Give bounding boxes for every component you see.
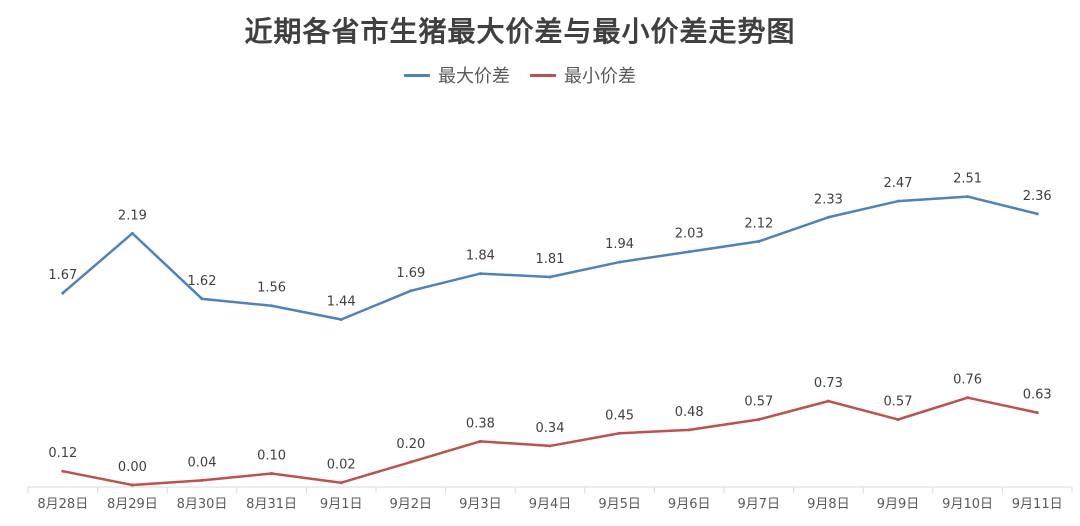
data-label: 2.19 (118, 208, 147, 223)
data-label: 0.48 (675, 405, 704, 420)
data-point (478, 272, 482, 276)
x-tick-label: 8月30日 (177, 497, 228, 512)
chart-title: 近期各省市生猪最大价差与最小价差走势图 (244, 15, 796, 48)
legend: 最大价差 最小价差 (0, 62, 1040, 88)
x-tick-label: 9月4日 (529, 497, 572, 512)
data-point (270, 304, 274, 308)
x-tick-label: 8月31日 (246, 497, 297, 512)
data-point (409, 289, 413, 293)
data-point (966, 396, 970, 400)
data-point (409, 460, 413, 464)
data-label: 0.76 (953, 373, 982, 388)
data-point (270, 472, 274, 476)
data-point (618, 260, 622, 264)
x-tick-label: 9月9日 (877, 497, 920, 512)
data-point (130, 231, 134, 235)
data-point (618, 431, 622, 435)
data-label: 2.12 (744, 216, 773, 231)
data-label: 0.04 (188, 455, 217, 470)
data-label: 0.57 (744, 395, 773, 410)
data-point (966, 195, 970, 199)
data-label: 2.51 (953, 172, 982, 187)
data-point (687, 428, 691, 432)
data-label: 1.67 (48, 268, 77, 283)
x-tick-label: 8月28日 (37, 497, 88, 512)
data-label: 0.02 (327, 458, 356, 473)
data-label: 2.36 (1023, 189, 1052, 204)
legend-swatch-max (404, 73, 430, 77)
data-point (548, 275, 552, 279)
data-point (200, 297, 204, 301)
x-tick-label: 9月11日 (1012, 497, 1063, 512)
data-point (757, 418, 761, 422)
data-label: 0.34 (536, 421, 565, 436)
data-point (339, 318, 343, 322)
data-point (1035, 411, 1039, 415)
data-point (687, 250, 691, 254)
data-label: 0.00 (118, 460, 147, 475)
data-point (1035, 212, 1039, 216)
data-label: 1.81 (536, 252, 565, 267)
x-tick-label: 8月29日 (107, 497, 158, 512)
data-point (200, 478, 204, 482)
data-label: 1.94 (605, 237, 634, 252)
legend-swatch-min (530, 73, 556, 77)
data-label: 0.63 (1023, 388, 1052, 403)
data-point (548, 444, 552, 448)
x-tick-label: 9月3日 (459, 497, 502, 512)
legend-label-min: 最小价差 (564, 66, 636, 87)
data-label: 0.38 (466, 416, 495, 431)
data-point (826, 215, 830, 219)
data-point (896, 418, 900, 422)
data-point (826, 399, 830, 403)
data-label: 1.69 (396, 266, 425, 281)
data-label: 2.33 (814, 192, 843, 207)
data-label: 1.44 (327, 295, 356, 310)
x-tick-label: 9月8日 (807, 497, 850, 512)
data-label: 0.10 (257, 449, 286, 464)
legend-label-max: 最大价差 (438, 66, 510, 87)
data-label: 1.56 (257, 281, 286, 296)
data-label: 1.62 (188, 274, 217, 289)
data-label: 0.57 (884, 395, 913, 410)
data-label: 0.20 (396, 437, 425, 452)
x-tick-label: 9月5日 (598, 497, 641, 512)
x-tick-label: 9月10日 (942, 497, 993, 512)
data-label: 1.84 (466, 249, 495, 264)
data-label: 2.03 (675, 227, 704, 242)
data-label: 0.12 (48, 446, 77, 461)
data-point (130, 483, 134, 487)
data-point (339, 481, 343, 485)
data-point (478, 439, 482, 443)
legend-item-max-spread: 最大价差 (404, 62, 510, 88)
data-point (896, 199, 900, 203)
data-label: 0.45 (605, 408, 634, 423)
data-label: 0.73 (814, 376, 843, 391)
data-label: 2.47 (884, 176, 913, 191)
legend-item-min-spread: 最小价差 (530, 62, 636, 88)
series-line-min-spread (62, 396, 1038, 487)
data-point (61, 291, 65, 295)
data-point (61, 469, 65, 473)
x-tick-label: 9月7日 (738, 497, 781, 512)
x-tick-label: 9月2日 (390, 497, 433, 512)
data-point (757, 239, 761, 243)
x-tick-label: 9月6日 (668, 497, 711, 512)
x-tick-label: 9月1日 (320, 497, 363, 512)
